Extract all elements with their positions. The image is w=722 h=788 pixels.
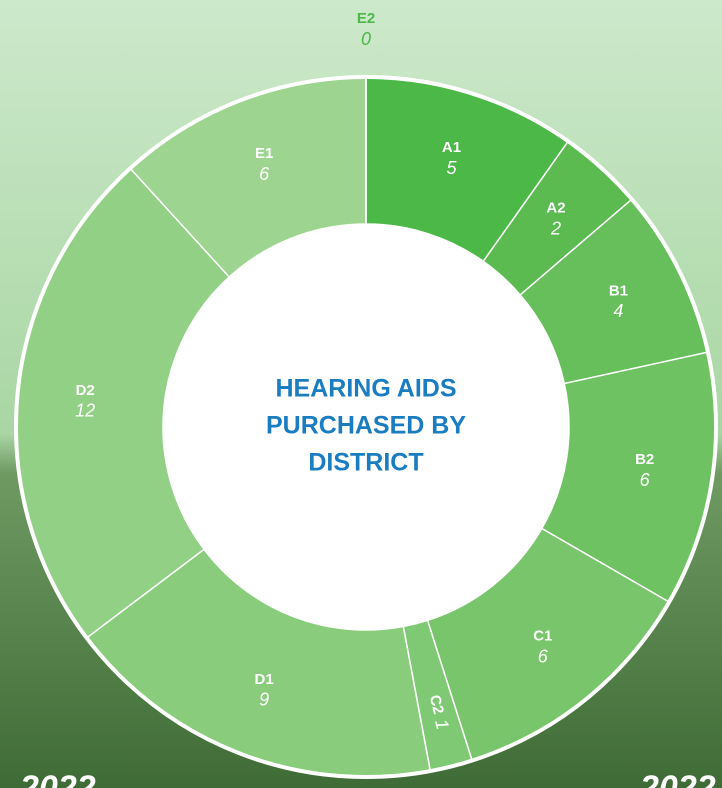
slice-value: 6 xyxy=(640,470,651,490)
outer-ring xyxy=(14,75,718,779)
slice-name: E2 xyxy=(357,10,375,27)
chart-title: DISTRICT xyxy=(308,449,423,477)
slice-value: 2 xyxy=(550,218,561,238)
slice-value: 6 xyxy=(259,164,270,184)
slice-name: A2 xyxy=(546,200,565,217)
background-text: 2022 xyxy=(19,769,96,788)
slice-value: 12 xyxy=(75,401,95,421)
slice-value: 4 xyxy=(613,301,623,321)
slice-name: A1 xyxy=(442,139,461,156)
background-text: 2022 xyxy=(639,769,716,788)
slice-value: 9 xyxy=(259,690,269,710)
slice-name: C2 xyxy=(426,693,447,716)
slice-name: C1 xyxy=(533,628,552,645)
slice-value: 6 xyxy=(538,646,549,666)
slice-value: 0 xyxy=(361,29,371,49)
slice-name: B1 xyxy=(609,282,628,299)
slice-name: E1 xyxy=(255,145,273,162)
slice-value: 5 xyxy=(446,158,457,178)
chart-title: PURCHASED BY xyxy=(266,412,466,440)
slice-name: D2 xyxy=(76,382,95,399)
slice-label: C21 xyxy=(426,693,453,732)
slice-name: D1 xyxy=(255,671,274,688)
slice-value: 1 xyxy=(431,717,453,732)
chart-title: HEARING AIDS xyxy=(275,375,456,403)
slice-name: B2 xyxy=(635,451,654,468)
center-circle xyxy=(163,224,569,630)
